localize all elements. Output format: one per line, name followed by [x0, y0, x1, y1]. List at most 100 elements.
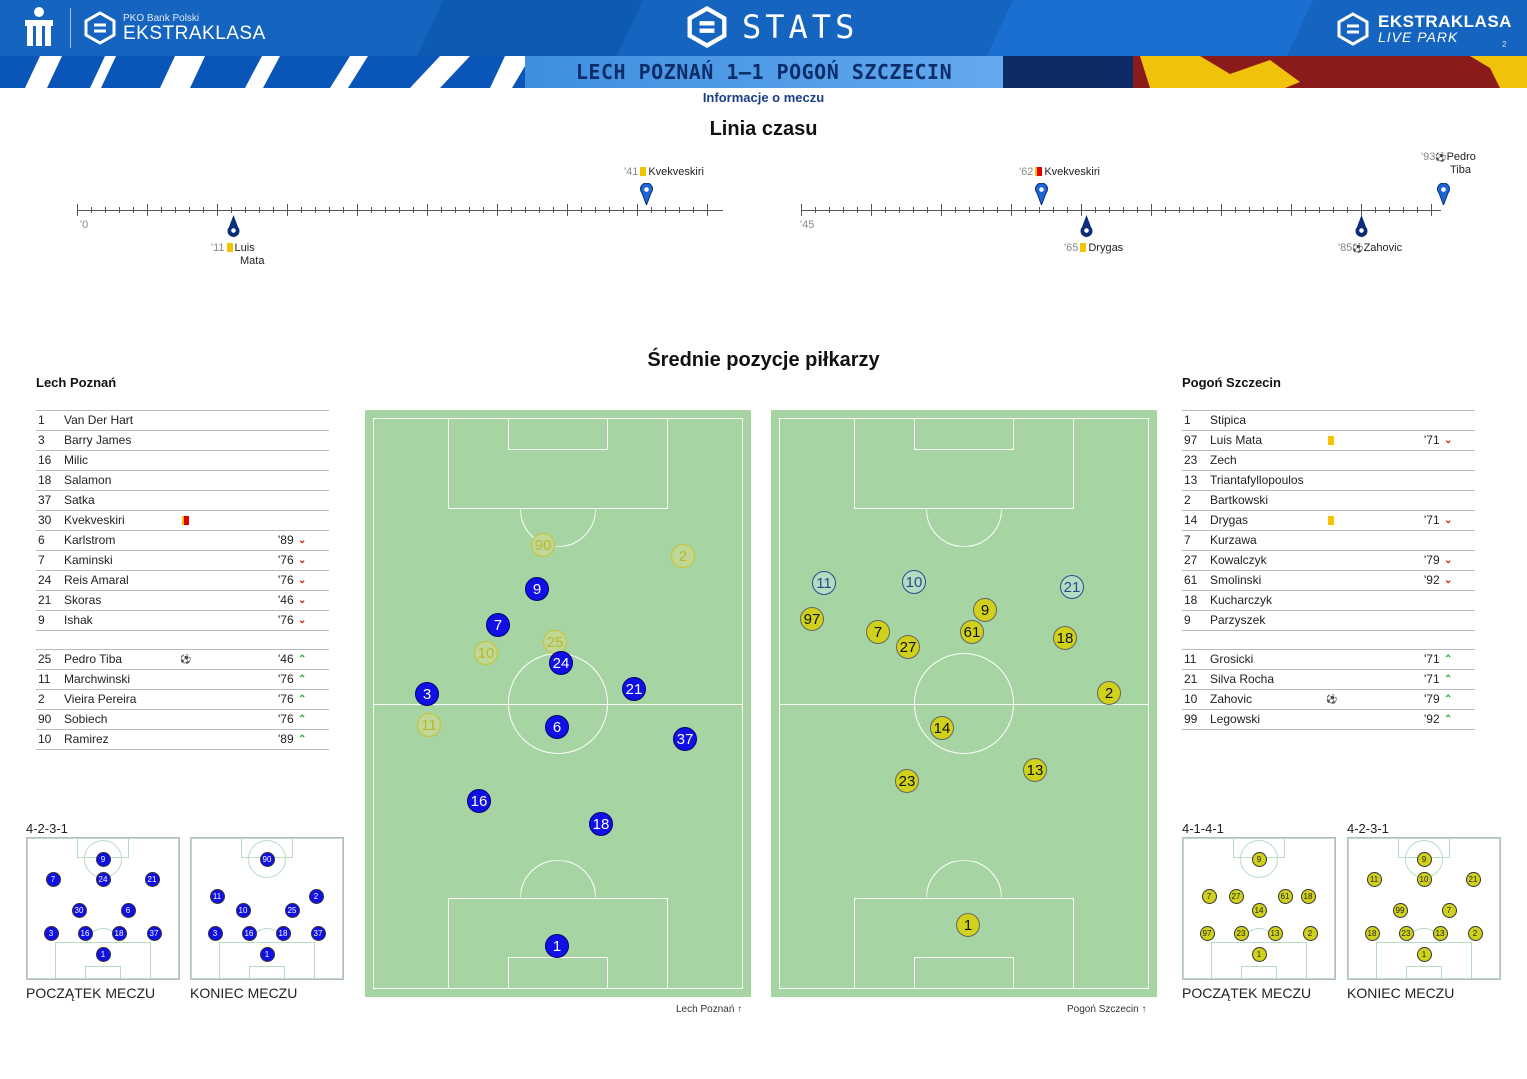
- timeline-tick: [385, 207, 386, 213]
- timeline-tick: [1137, 207, 1138, 213]
- substitution-minute: '71: [1424, 672, 1440, 686]
- timeline-pin-icon: [1080, 215, 1093, 237]
- away-end-formation-pitch: 9 11 10 21 99 7 18 23 13 2 1: [1347, 837, 1501, 980]
- player-name: Kaminski: [64, 553, 113, 567]
- timeline-tick: [287, 204, 288, 216]
- timeline-tick: [1193, 207, 1194, 213]
- formation-player-marker: 6: [120, 902, 136, 918]
- player-number: 99: [1184, 712, 1198, 726]
- stats-label: STATS: [742, 8, 859, 46]
- roster-row: 18 Kucharczyk: [1182, 590, 1475, 610]
- timeline-tick: [997, 207, 998, 213]
- timeline-tick: [1221, 204, 1222, 216]
- player-name: Reis Amaral: [64, 573, 129, 587]
- player-number: 61: [1184, 573, 1198, 587]
- timeline-tick: [1361, 204, 1362, 216]
- red-card-icon: [1035, 167, 1043, 176]
- player-number: 9: [1184, 613, 1191, 627]
- player-position-marker: 9: [973, 598, 997, 622]
- timeline-tick: [217, 204, 218, 216]
- event-player-line2: Mata: [240, 255, 265, 267]
- away-start-caption: POCZĄTEK MECZU: [1182, 985, 1312, 1001]
- timeline-event: '65 Drygas: [1064, 242, 1123, 255]
- player-name: Triantafyllopoulos: [1210, 473, 1304, 487]
- timeline-tick: [1151, 204, 1152, 216]
- timeline-tick: [427, 204, 428, 216]
- home-pitch-caption: Lech Poznań ↑: [676, 1004, 742, 1015]
- away-formation-end: 4-2-3-1: [1347, 821, 1389, 836]
- roster-divider: [36, 749, 329, 750]
- timeline-tick: [871, 204, 872, 216]
- player-number: 2: [1184, 493, 1191, 507]
- formation-player-marker: 30: [71, 902, 87, 918]
- player-name: Salamon: [64, 473, 112, 487]
- substitution-minute: '71: [1424, 513, 1440, 527]
- timeline-tick: [581, 207, 582, 213]
- timeline-tick: [1179, 207, 1180, 213]
- player-position-marker: 9: [525, 577, 549, 601]
- player-name: Van Der Hart: [64, 413, 134, 427]
- roster-divider: [36, 630, 329, 649]
- timeline-tick: [1011, 204, 1012, 216]
- formation-player-marker: 11: [1366, 871, 1382, 887]
- substitution-minute: '92: [1424, 573, 1440, 587]
- formation-player-marker: 16: [77, 925, 93, 941]
- timeline-tick: [441, 207, 442, 213]
- substitution-minute: '92: [1424, 712, 1440, 726]
- player-position-marker: 7: [486, 613, 510, 637]
- player-name: Karlstrom: [64, 533, 116, 547]
- yellow-card-icon: [640, 167, 647, 176]
- event-player: Kvekveskiri: [1044, 166, 1100, 178]
- player-name: Grosicki: [1210, 652, 1254, 666]
- pko-bank-icon: [25, 7, 53, 46]
- event-minute: '65: [1064, 242, 1079, 254]
- sub-in-arrow-icon: ⌃: [1444, 674, 1453, 685]
- timeline-tick: [343, 207, 344, 213]
- player-name: Zech: [1210, 453, 1237, 467]
- substitution-minute: '76: [278, 573, 294, 587]
- sub-in-arrow-icon: ⌃: [298, 694, 307, 705]
- away-start-formation-pitch: 9 7 27 61 18 14 97 23 13 2 1: [1182, 837, 1336, 980]
- player-number: 21: [38, 593, 52, 607]
- timeline-tick: [829, 207, 830, 213]
- formation-player-marker: 18: [275, 925, 291, 941]
- player-name: Kurzawa: [1210, 533, 1257, 547]
- header-stripe-graphic: [0, 56, 1527, 88]
- timeline-tick: [91, 207, 92, 213]
- player-number: 10: [1184, 692, 1198, 706]
- formation-player-marker: 27: [1228, 888, 1244, 904]
- timeline-tick: [983, 207, 984, 213]
- home-start-caption: POCZĄTEK MECZU: [26, 985, 156, 1001]
- formation-player-marker: 18: [111, 925, 127, 941]
- timeline-tick: [1403, 207, 1404, 213]
- timeline-tick: [1095, 207, 1096, 213]
- formation-player-marker: 24: [95, 871, 111, 887]
- event-player: Kvekveskiri: [648, 166, 704, 178]
- home-pitch-caption-text: Lech Poznań: [676, 1004, 735, 1015]
- timeline-tick: [1249, 207, 1250, 213]
- timeline-pin-icon: [1437, 183, 1450, 205]
- timeline-tick: [913, 207, 914, 213]
- player-name: Parzyszek: [1210, 613, 1266, 627]
- player-name: Smolinski: [1210, 573, 1262, 587]
- roster-row: 16 Milic: [36, 450, 329, 470]
- formation-player-marker: 1: [259, 946, 275, 962]
- player-position-marker: 1: [545, 934, 569, 958]
- timeline-tick: [189, 207, 190, 213]
- timeline-tick: [1319, 207, 1320, 213]
- formation-player-marker: 18: [1300, 888, 1316, 904]
- timeline-axis-half1: [77, 210, 723, 211]
- roster-row: 30 Kvekveskiri: [36, 510, 329, 530]
- arrow-up-icon: ↑: [1141, 1004, 1147, 1015]
- goal-ball-icon: ⚽: [1326, 694, 1338, 704]
- mini-goal-box: [1406, 966, 1442, 979]
- timeline-tick: [553, 207, 554, 213]
- timeline-tick: [539, 207, 540, 213]
- timeline-event: '62 Kvekveskiri: [1019, 166, 1100, 179]
- home-end-formation-pitch: 90 11 2 10 25 3 16 18 37 1: [190, 837, 344, 980]
- roster-row: 1 Van Der Hart: [36, 410, 329, 430]
- formation-player-marker: 11: [209, 888, 225, 904]
- yellow-card-icon: [226, 243, 233, 252]
- goal-box-top: [913, 418, 1015, 451]
- formation-player-marker: 37: [146, 925, 162, 941]
